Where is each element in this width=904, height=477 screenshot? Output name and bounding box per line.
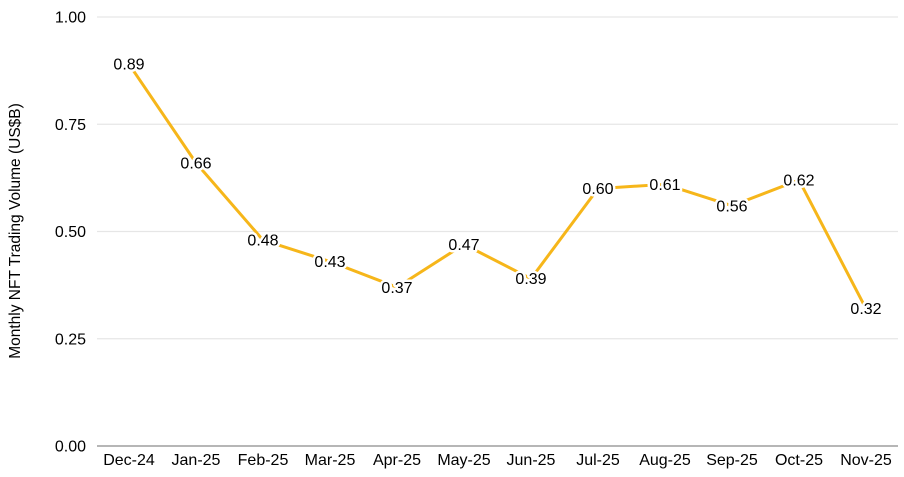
data-label: 0.62 <box>783 173 814 190</box>
x-tick-label: Oct-25 <box>775 452 823 469</box>
data-label: 0.60 <box>582 181 613 198</box>
x-axis-tick-labels: Dec-24 Jan-25 Feb-25 Mar-25 Apr-25 May-25 Jun-… <box>103 452 892 469</box>
volume-line <box>127 62 868 311</box>
volume-line-series <box>127 62 868 311</box>
data-label: 0.66 <box>180 155 211 172</box>
data-point-labels: 0.89 0.66 0.48 0.43 0.37 0.47 0.39 0.60 0.61 0.56… <box>111 54 884 321</box>
data-label: 0.37 <box>381 280 412 297</box>
data-label: 0.32 <box>850 301 881 318</box>
gridlines <box>97 16 898 447</box>
y-axis-tick-labels: 0.00 0.25 0.50 0.75 1.00 <box>55 10 86 456</box>
x-tick-label: Aug-25 <box>639 452 691 469</box>
data-label: 0.61 <box>649 177 680 194</box>
x-tick-label: Jul-25 <box>576 452 620 469</box>
x-tick-label: Mar-25 <box>305 452 356 469</box>
data-label: 0.39 <box>515 271 546 288</box>
data-label: 0.89 <box>113 57 144 74</box>
data-label: 0.56 <box>716 198 747 215</box>
data-label: 0.47 <box>448 237 479 254</box>
data-label: 0.43 <box>314 254 345 271</box>
x-tick-label: Nov-25 <box>840 452 892 469</box>
x-tick-label: Jun-25 <box>507 452 556 469</box>
y-tick-label: 0.00 <box>55 439 86 456</box>
y-tick-label: 0.75 <box>55 117 86 134</box>
x-tick-label: Dec-24 <box>103 452 155 469</box>
y-tick-label: 0.50 <box>55 224 86 241</box>
y-tick-label: 0.25 <box>55 331 86 348</box>
x-tick-label: Jan-25 <box>172 452 221 469</box>
y-axis-title: Monthly NFT Trading Volume (US$B) <box>7 103 24 359</box>
y-tick-label: 1.00 <box>55 10 86 27</box>
data-label: 0.48 <box>247 233 278 250</box>
x-tick-label: Feb-25 <box>238 452 289 469</box>
x-tick-label: Sep-25 <box>706 452 758 469</box>
x-tick-label: Apr-25 <box>373 452 421 469</box>
x-tick-label: May-25 <box>437 452 490 469</box>
